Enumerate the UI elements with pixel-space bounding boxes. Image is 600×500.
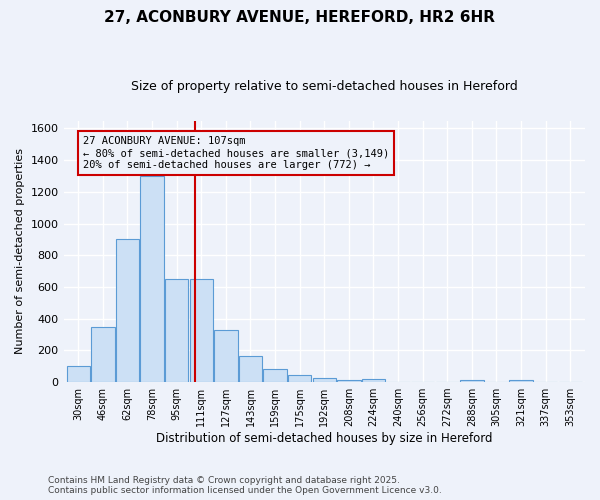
Bar (140, 176, 164, 382)
Bar (91, 326, 115, 382)
X-axis label: Distribution of semi-detached houses by size in Hereford: Distribution of semi-detached houses by … (156, 432, 493, 445)
Bar (67, 366, 90, 382)
Bar (337, 380, 361, 382)
Text: 27, ACONBURY AVENUE, HEREFORD, HR2 6HR: 27, ACONBURY AVENUE, HEREFORD, HR2 6HR (104, 10, 496, 25)
Bar (362, 379, 385, 382)
Title: Size of property relative to semi-detached houses in Hereford: Size of property relative to semi-detach… (131, 80, 518, 93)
Bar (263, 370, 287, 382)
Bar (313, 378, 336, 382)
Bar (165, 279, 188, 382)
Bar (214, 330, 238, 382)
Text: Contains HM Land Registry data © Crown copyright and database right 2025.
Contai: Contains HM Land Registry data © Crown c… (48, 476, 442, 495)
Bar (239, 356, 262, 382)
Bar (288, 375, 311, 382)
Y-axis label: Number of semi-detached properties: Number of semi-detached properties (15, 148, 25, 354)
Bar (116, 240, 139, 382)
Bar (460, 380, 484, 382)
Bar (190, 279, 213, 382)
Text: 27 ACONBURY AVENUE: 107sqm
← 80% of semi-detached houses are smaller (3,149)
20%: 27 ACONBURY AVENUE: 107sqm ← 80% of semi… (83, 136, 389, 170)
Bar (509, 380, 533, 382)
